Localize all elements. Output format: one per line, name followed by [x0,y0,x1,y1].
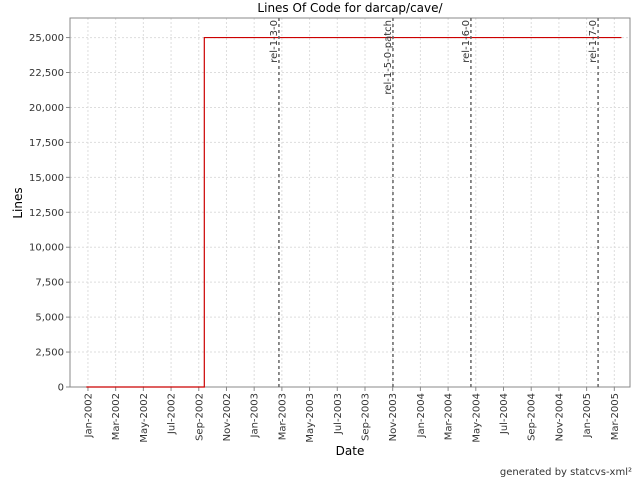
marker-label: rel-1-5-0-patch [383,20,394,95]
x-tick-label: Sep-2002 [194,393,205,441]
x-tick-label: Mar-2005 [610,393,621,440]
x-tick-label: Jan-2004 [416,393,427,438]
plot-frame [69,17,631,388]
y-tick-label: 25,000 [29,33,64,44]
x-tick-label: Jan-2003 [250,393,261,438]
x-tick-label: Jul-2002 [167,393,178,435]
line [86,36,622,388]
y-axis-title: Lines [11,187,25,218]
y-tick-label: 5,000 [35,313,64,324]
marker-label: rel-1-3-0 [269,20,280,63]
y-tick-label: 7,500 [35,278,64,289]
y-tick-label: 17,500 [29,138,64,149]
marker-label: rel-1-6-0 [461,20,472,63]
x-tick-label: Jan-2002 [83,393,94,438]
y-tick-label: 15,000 [29,173,64,184]
x-tick-label: Nov-2004 [554,393,565,441]
y-tick-label: 22,500 [29,68,64,79]
x-tick-label: Mar-2002 [111,393,122,440]
x-tick-label: Mar-2004 [444,393,455,440]
marker-label: rel-1-7-0 [588,20,599,63]
x-tick-label: Sep-2004 [527,393,538,441]
x-tick-label: Mar-2003 [277,393,288,440]
footer: generated by statcvs-xml² [500,467,632,478]
x-tick-label: Sep-2003 [360,393,371,441]
x-tick-label: Jul-2004 [499,393,510,435]
x-tick-label: May-2004 [471,393,482,443]
x-tick-label: Jan-2005 [582,393,593,438]
x-tick-label: Nov-2002 [222,393,233,441]
y-tick-label: 20,000 [29,103,64,114]
x-tick-label: Nov-2003 [388,393,399,441]
y-tick-label: 12,500 [29,208,64,219]
x-axis-title: Date [336,444,365,458]
x-tick-label: May-2002 [139,393,150,443]
y-tick-label: 10,000 [29,243,64,254]
y-tick-label: 2,500 [35,348,64,359]
y-tick-label: 0 [58,383,64,394]
x-tick-label: Jul-2003 [333,393,344,435]
chart-title: Lines Of Code for darcap/cave/ [257,1,443,15]
x-tick-label: May-2003 [305,393,316,443]
